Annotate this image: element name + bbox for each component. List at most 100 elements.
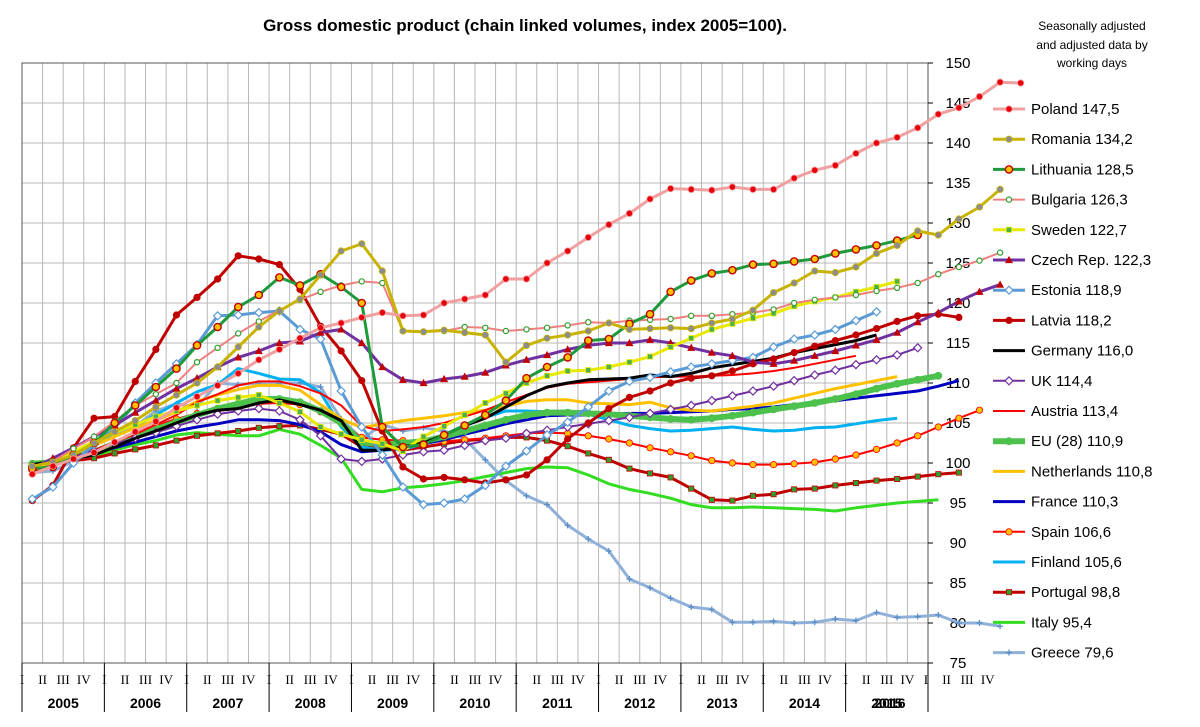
legend-label-finland: Finland 105,6 [1031, 554, 1122, 571]
romania-point [358, 240, 366, 248]
poland-point [872, 139, 881, 147]
quarter-label: III [304, 672, 317, 687]
latvia-point [90, 414, 98, 422]
sweden-point [214, 397, 221, 404]
portugal-point [647, 470, 654, 477]
poland-point [461, 295, 469, 303]
czech-rep-point [872, 335, 881, 343]
quarter-label: II [532, 672, 541, 687]
portugal-point [935, 471, 942, 478]
latvia-point [955, 313, 963, 321]
czech-rep-point [831, 346, 840, 355]
lithuania-point [357, 298, 367, 308]
quarter-label: III [57, 672, 70, 687]
series-line-finland [31, 367, 898, 473]
legend-latvia-point [1005, 316, 1013, 324]
romania-point [502, 358, 510, 366]
eu-28-point [543, 408, 551, 417]
portugal-point [255, 424, 262, 431]
legend-spain-point [1005, 528, 1013, 536]
romania-point [543, 334, 551, 342]
lithuania-point [295, 281, 305, 290]
legend-label-czech-rep: Czech Rep. 122,3 [1031, 252, 1151, 269]
estonia-point [706, 358, 717, 369]
eu-28-point [831, 395, 840, 403]
lithuania-point [748, 260, 758, 269]
portugal-point [791, 486, 798, 493]
legend-item-estonia: Estonia 118,9 [993, 282, 1122, 299]
poland-point [687, 185, 695, 193]
legend-label-eu-28: EU (28) 110,9 [1031, 433, 1123, 450]
portugal-point [276, 423, 283, 430]
sweden-point [461, 411, 468, 418]
quarter-label: IV [571, 672, 585, 687]
estonia-point [562, 417, 573, 428]
czech-rep-point [275, 338, 284, 347]
bulgaria-point [543, 324, 551, 331]
estonia-point [439, 498, 449, 508]
bulgaria-point [564, 322, 571, 329]
legend-label-france: France 110,3 [1031, 494, 1118, 511]
portugal-point [111, 450, 118, 457]
eu-28-point [872, 384, 881, 393]
legend-romania-point [1005, 135, 1013, 143]
quarter-label: III [221, 672, 234, 687]
estonia-point [253, 307, 264, 318]
bulgaria-point [214, 344, 221, 351]
poland-point [584, 233, 592, 241]
quarter-label: II [450, 672, 459, 687]
uk-point [603, 415, 614, 426]
czech-rep-point [687, 343, 696, 351]
series-romania [28, 185, 1004, 470]
latvia-point [564, 435, 572, 443]
estonia-point [212, 310, 223, 321]
latvia-point [522, 471, 531, 479]
eu-28-point [769, 405, 778, 414]
poland-point [522, 275, 531, 283]
portugal-point [214, 430, 221, 437]
spain-point [831, 455, 839, 463]
spain-point [646, 444, 654, 452]
legend-item-latvia: Latvia 118,2 [993, 312, 1112, 329]
poland-point [605, 221, 613, 229]
legend-item-portugal: Portugal 98,8 [993, 584, 1120, 601]
poland-point [214, 381, 222, 389]
estonia-point [521, 446, 532, 456]
lithuania-point [769, 259, 778, 269]
uk-point [439, 445, 449, 456]
portugal-point [152, 442, 159, 449]
estonia-point [768, 342, 779, 352]
series-line-portugal [32, 423, 960, 503]
sweden-point [605, 363, 612, 370]
legend-label-germany: Germany 116,0 [1031, 343, 1133, 360]
sweden-point [626, 359, 633, 366]
poland-point [316, 324, 325, 332]
series-line-czech-rep [31, 283, 1001, 470]
poland-point [975, 93, 984, 101]
bulgaria-point [811, 296, 818, 303]
portugal-point [955, 469, 962, 476]
portugal-point [749, 492, 756, 499]
bulgaria-point [996, 249, 1004, 256]
y-tick-label: 95 [950, 495, 967, 512]
poland-point [481, 291, 489, 299]
estonia-point [459, 494, 470, 504]
sweden-point [358, 436, 365, 443]
uk-point [892, 350, 902, 360]
lithuania-point [810, 254, 820, 264]
spain-point [667, 448, 675, 456]
series-line-bulgaria [32, 251, 1001, 468]
lithuania-point [789, 257, 799, 266]
eu-28-point [790, 402, 799, 411]
czech-rep-point [357, 338, 366, 347]
legend-item-sweden: Sweden 122,7 [993, 222, 1127, 239]
estonia-point [398, 482, 408, 492]
legend-label-latvia: Latvia 118,2 [1031, 312, 1112, 329]
sweden-point [296, 408, 303, 415]
y-tick-label: 85 [950, 575, 967, 592]
legend-item-austria: Austria 113,4 [993, 403, 1118, 420]
czech-rep-point [440, 374, 449, 383]
poland-point [152, 417, 160, 425]
y-tick-label: 130 [945, 215, 970, 232]
bulgaria-point [358, 278, 365, 285]
